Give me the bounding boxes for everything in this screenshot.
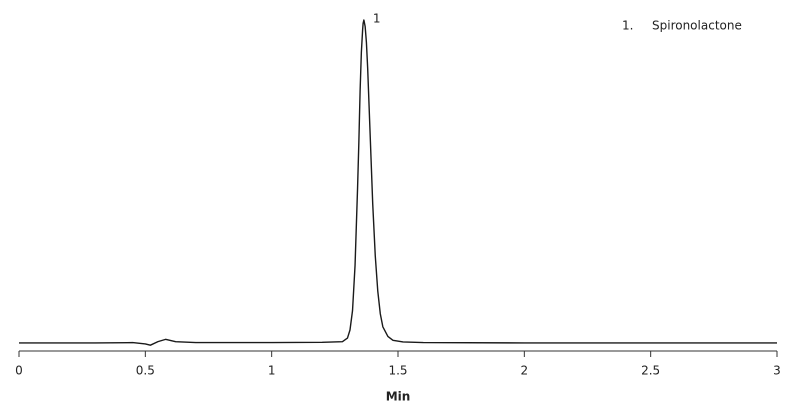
peak-label: 1 [373, 12, 381, 26]
legend-entry: Spironolactone [652, 19, 742, 33]
x-tick-label: 0 [15, 364, 23, 378]
x-axis-label: Min [386, 390, 411, 404]
x-tick-label: 3 [773, 364, 781, 378]
x-tick-label: 2 [521, 364, 529, 378]
x-tick-label: 2.5 [641, 364, 660, 378]
x-tick-label: 1 [268, 364, 276, 378]
legend-number: 1. [622, 19, 633, 33]
x-tick-label: 1.5 [388, 364, 407, 378]
x-tick-label: 0.5 [136, 364, 155, 378]
chromatogram-line [19, 19, 777, 346]
